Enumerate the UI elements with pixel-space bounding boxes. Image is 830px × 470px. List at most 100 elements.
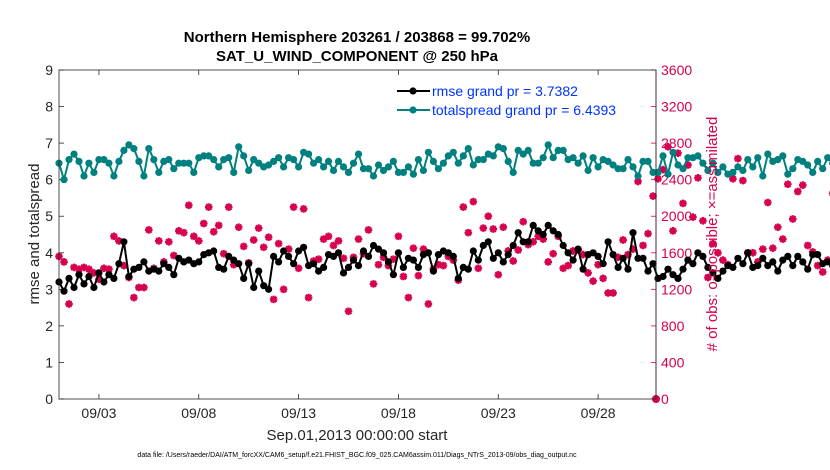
assimilated-point <box>289 203 298 211</box>
x-axis-label: Sep.01,2013 00:00:00 start <box>267 427 449 444</box>
assimilated-point <box>609 289 617 297</box>
rmse-point <box>664 265 672 273</box>
left-tick-label: 4 <box>45 245 53 261</box>
rmse-point <box>290 260 298 268</box>
rmse-point <box>210 247 218 255</box>
totalspread-point <box>210 156 218 164</box>
totalspread-point <box>529 159 537 167</box>
assimilated-point <box>654 175 662 183</box>
totalspread-point <box>744 156 752 164</box>
totalspread-point <box>649 168 657 176</box>
assimilated-point <box>374 260 383 269</box>
totalspread-point <box>824 154 830 162</box>
assimilated-point <box>584 269 592 277</box>
totalspread-point <box>125 141 133 149</box>
rmse-point <box>659 272 667 281</box>
rmse-point <box>639 254 647 262</box>
rmse-point <box>379 249 388 257</box>
chart-title-line1: Northern Hemisphere 203261 / 203868 = 99… <box>184 29 530 46</box>
assimilated-point <box>354 235 363 243</box>
assimilated-point <box>329 241 338 250</box>
rmse-point <box>479 241 487 250</box>
rmse-point <box>295 247 303 255</box>
totalspread-point <box>614 165 622 173</box>
totalspread-point <box>105 159 113 167</box>
assimilated-point <box>264 233 273 241</box>
totalspread-point <box>180 159 188 167</box>
legend-totalspread-marker <box>409 106 417 114</box>
assimilated-point <box>140 283 148 292</box>
rmse-point <box>434 251 442 259</box>
totalspread-point <box>205 152 213 160</box>
assimilated-point <box>639 241 647 250</box>
rmse-point <box>789 262 797 270</box>
rmse-point <box>814 251 822 259</box>
assimilated-point <box>599 274 607 283</box>
rmse-point <box>649 260 657 268</box>
rmse-point <box>95 269 103 277</box>
rmse-point <box>774 267 782 275</box>
totalspread-point <box>629 163 637 171</box>
totalspread-point <box>784 170 792 178</box>
totalspread-point <box>170 165 178 173</box>
left-tick-label: 2 <box>45 318 53 334</box>
assimilated-point <box>514 246 522 254</box>
totalspread-point <box>275 154 283 162</box>
totalspread-point <box>329 166 338 175</box>
assimilated-point <box>719 256 727 264</box>
assimilated-point <box>464 228 473 237</box>
totalspread-point <box>489 152 497 160</box>
rmse-point <box>569 256 577 264</box>
totalspread-point <box>774 156 782 164</box>
totalspread-point <box>499 145 507 153</box>
assimilated-point <box>509 257 517 265</box>
rmse-point <box>634 254 642 262</box>
assimilated-point <box>699 217 707 225</box>
assimilated-point <box>344 307 353 316</box>
rmse-point <box>484 238 492 246</box>
rmse-point <box>399 263 407 271</box>
assimilated-point <box>499 223 508 231</box>
rmse-point <box>644 267 652 275</box>
rmse-point <box>315 267 323 275</box>
rmse-point <box>629 229 637 237</box>
totalspread-point <box>554 146 562 154</box>
totalspread-point <box>559 146 567 154</box>
rmse-point <box>414 263 422 271</box>
assimilated-point <box>689 213 697 221</box>
assimilated-point <box>334 237 343 245</box>
rmse-point <box>609 251 617 259</box>
totalspread-point <box>265 161 273 169</box>
assimilated-point <box>224 203 233 211</box>
totalspread-point <box>684 154 692 162</box>
assimilated-point <box>180 228 188 237</box>
rmse-point <box>310 260 318 268</box>
chart-title-line2: SAT_U_WIND_COMPONENT @ 250 hPa <box>216 48 499 65</box>
totalspread-point <box>349 159 358 167</box>
rmse-point <box>155 267 163 275</box>
totalspread-point <box>659 152 667 160</box>
totalspread-point <box>604 157 612 165</box>
totalspread-point <box>75 157 83 165</box>
assimilated-point <box>254 224 263 232</box>
rmse-point <box>285 252 293 260</box>
totalspread-point <box>95 156 103 164</box>
rmse-point <box>195 258 203 266</box>
assimilated-point <box>145 226 153 234</box>
totalspread-point <box>295 163 303 171</box>
x-tick-label: 09/03 <box>81 405 116 421</box>
rmse-point <box>374 245 383 253</box>
plot-frame <box>58 69 657 400</box>
totalspread-point <box>80 172 88 180</box>
rmse-point <box>429 267 437 275</box>
totalspread-point <box>804 161 812 169</box>
totalspread-point <box>539 154 547 162</box>
totalspread-point <box>399 168 407 176</box>
totalspread-point <box>175 159 183 167</box>
rmse-point <box>764 262 772 270</box>
right-tick-label: 1600 <box>661 245 692 261</box>
rmse-point <box>320 263 328 271</box>
assimilated-point <box>65 300 73 308</box>
totalspread-point <box>449 148 457 156</box>
rmse-point <box>674 274 682 282</box>
